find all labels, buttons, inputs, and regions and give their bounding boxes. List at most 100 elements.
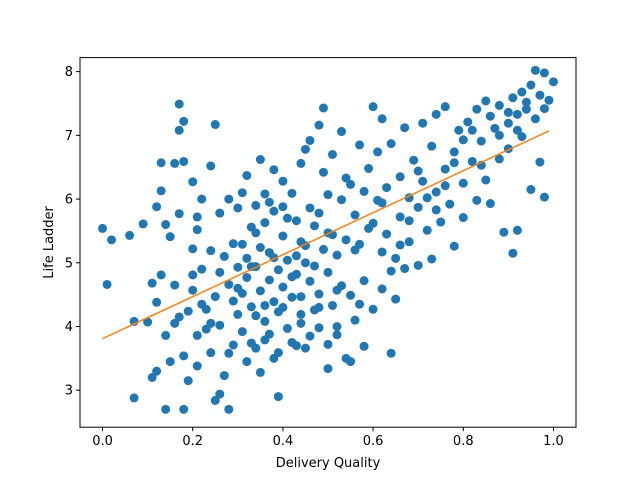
data-point [382, 229, 392, 239]
data-point [305, 276, 315, 286]
data-point [346, 179, 356, 189]
y-tick-label: 3 [65, 384, 73, 399]
data-point [174, 209, 184, 219]
data-point [503, 118, 513, 128]
x-tick-label: 1.0 [543, 434, 564, 449]
data-point [332, 250, 342, 260]
data-point [526, 185, 536, 195]
data-point [228, 296, 238, 306]
data-point [206, 318, 216, 328]
data-point [440, 102, 450, 112]
data-point [494, 100, 504, 110]
data-point [174, 125, 184, 135]
data-point [508, 248, 518, 258]
data-point [260, 218, 270, 228]
data-point [337, 195, 347, 205]
data-point [341, 173, 351, 183]
data-point [359, 186, 369, 196]
data-point [309, 221, 319, 231]
data-point [431, 187, 441, 197]
data-point [170, 318, 180, 328]
x-tick-label: 0.6 [363, 434, 384, 449]
data-point [355, 140, 365, 150]
data-point [287, 272, 297, 282]
data-point [548, 77, 558, 87]
data-point [427, 141, 437, 151]
data-point [395, 240, 405, 250]
data-point [517, 132, 527, 142]
data-point [188, 177, 198, 187]
data-point [431, 205, 441, 215]
data-point [260, 335, 270, 345]
data-point [440, 181, 450, 191]
data-point [318, 167, 328, 177]
data-point [269, 297, 279, 307]
data-point [328, 300, 338, 310]
data-point [476, 136, 486, 146]
data-point [404, 237, 414, 247]
data-point [400, 123, 410, 133]
data-point [368, 218, 378, 228]
data-point [228, 340, 238, 350]
data-point [296, 158, 306, 168]
data-point [219, 251, 229, 261]
data-point [449, 158, 459, 168]
data-point [337, 127, 347, 137]
y-tick-label: 8 [65, 65, 73, 80]
data-point [273, 265, 283, 275]
data-point [197, 194, 207, 204]
data-point [386, 348, 396, 358]
data-point [129, 393, 139, 403]
data-point [287, 292, 297, 302]
data-point [530, 114, 540, 124]
data-point [377, 198, 387, 208]
data-point [174, 99, 184, 109]
data-point [530, 65, 540, 75]
data-point [98, 223, 108, 233]
data-point [161, 404, 171, 414]
data-point [346, 357, 356, 367]
data-point [544, 95, 554, 105]
data-point [152, 297, 162, 307]
data-point [512, 109, 522, 119]
data-point [224, 279, 234, 289]
data-point [210, 292, 220, 302]
data-point [413, 202, 423, 212]
data-point [359, 341, 369, 351]
data-point [224, 348, 234, 358]
data-point [503, 107, 513, 117]
data-point [418, 176, 428, 186]
data-point [368, 304, 378, 314]
data-point [260, 316, 270, 326]
data-point [413, 166, 423, 176]
data-point [219, 371, 229, 381]
data-point [359, 276, 369, 286]
data-point [197, 299, 207, 309]
data-point [260, 189, 270, 199]
data-point [224, 404, 234, 414]
data-point [318, 244, 328, 254]
data-point [305, 135, 315, 145]
data-point [305, 331, 315, 341]
data-point [535, 157, 545, 167]
data-point [314, 208, 324, 218]
data-point [237, 188, 247, 198]
data-point [237, 327, 247, 337]
data-point [282, 323, 292, 333]
data-point [395, 172, 405, 182]
data-point [296, 309, 306, 319]
data-point [300, 144, 310, 154]
data-point [282, 255, 292, 265]
data-point [291, 216, 301, 226]
data-point [300, 343, 310, 353]
data-point [255, 155, 265, 165]
data-point [278, 202, 288, 212]
data-point [512, 225, 522, 235]
data-point [147, 278, 157, 288]
data-point [255, 242, 265, 252]
data-point [246, 302, 256, 312]
data-point [463, 117, 473, 127]
data-point [197, 264, 207, 274]
data-point [156, 186, 166, 196]
data-point [179, 116, 189, 126]
